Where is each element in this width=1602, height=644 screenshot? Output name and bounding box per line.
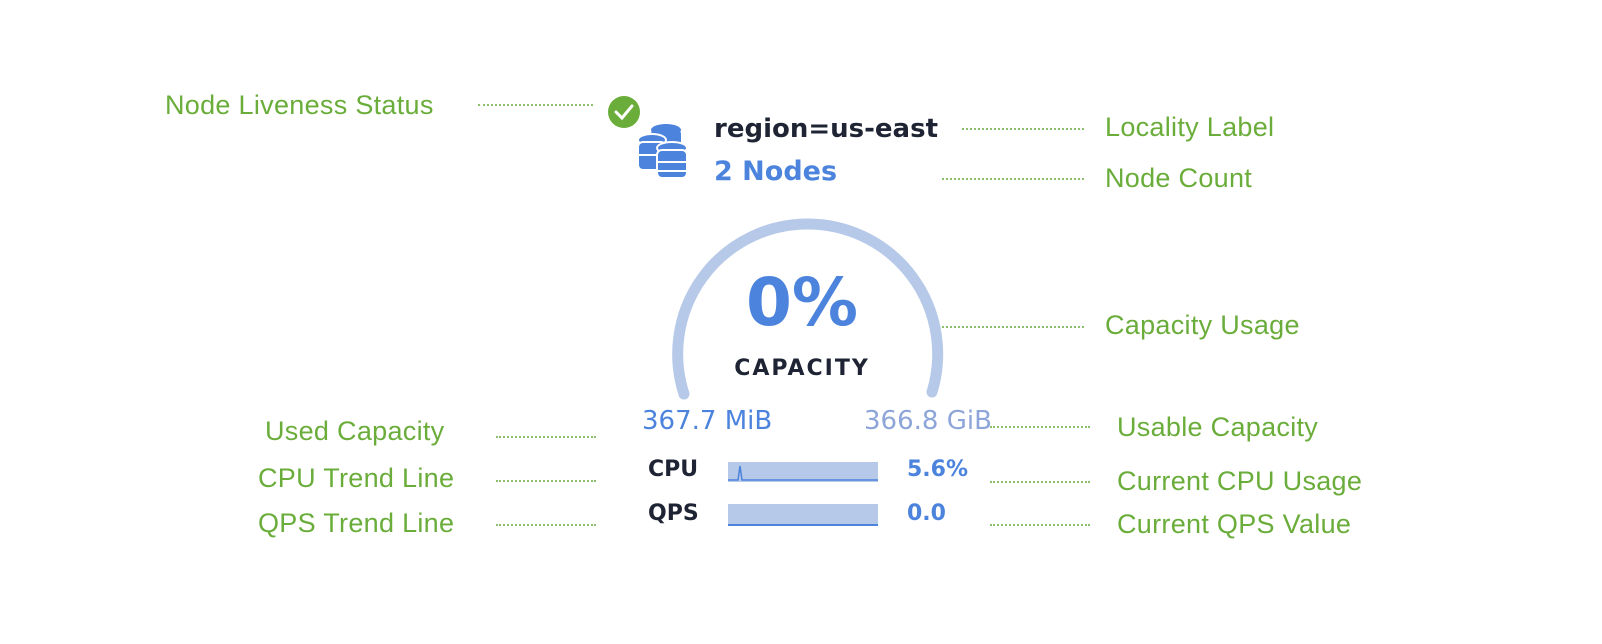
leader-line	[496, 436, 596, 438]
leader-line	[496, 524, 596, 526]
usable-capacity: 366.8 GiB	[864, 406, 992, 436]
cpu-sparkline	[728, 465, 878, 481]
locality-label[interactable]: region=us-east	[714, 114, 938, 144]
leader-line	[942, 178, 1084, 180]
qps-value: 0.0	[907, 501, 946, 526]
leader-line	[942, 326, 1084, 328]
cpu-trend-line	[728, 462, 878, 482]
leader-line	[990, 481, 1090, 483]
cpu-label: CPU	[648, 457, 699, 482]
leader-line	[478, 104, 593, 106]
annotation-cpu-trend: CPU Trend Line	[258, 463, 455, 493]
node-count[interactable]: 2 Nodes	[714, 156, 838, 187]
leader-line	[962, 128, 1084, 130]
leader-line	[990, 426, 1090, 428]
used-capacity: 367.7 MiB	[642, 406, 773, 436]
leader-line	[496, 480, 596, 482]
annotation-qps-trend: QPS Trend Line	[258, 508, 455, 538]
capacity-percent: 0%	[745, 264, 859, 341]
check-circle-icon	[608, 96, 640, 128]
annotation-capacity-usage: Capacity Usage	[1105, 310, 1300, 340]
annotation-liveness: Node Liveness Status	[165, 90, 434, 120]
gauge-arc	[672, 218, 944, 400]
annotation-usable-capacity: Usable Capacity	[1117, 412, 1319, 442]
qps-trend-line	[728, 504, 878, 526]
annotation-node-count: Node Count	[1105, 163, 1253, 193]
leader-line	[990, 524, 1090, 526]
annotation-current-qps: Current QPS Value	[1117, 509, 1352, 539]
annotation-used-capacity: Used Capacity	[265, 416, 445, 446]
capacity-label: CAPACITY	[734, 356, 870, 381]
qps-label: QPS	[648, 501, 699, 526]
database-stack-icon	[637, 124, 688, 179]
cpu-value: 5.6%	[907, 457, 969, 482]
annotation-current-cpu: Current CPU Usage	[1117, 466, 1363, 496]
annotation-locality: Locality Label	[1105, 112, 1275, 142]
